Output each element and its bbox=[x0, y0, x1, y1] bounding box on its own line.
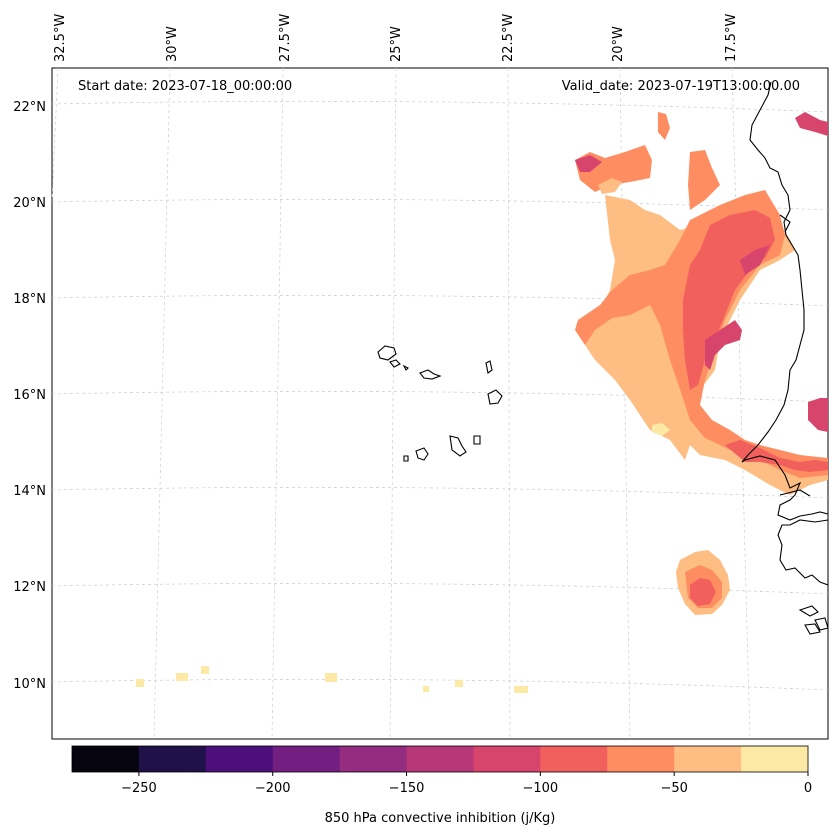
banc-arguin bbox=[779, 214, 791, 233]
parallel-22n bbox=[51, 100, 829, 113]
colorbar-swatch bbox=[272, 746, 341, 772]
meridian-17-5w bbox=[731, 67, 751, 740]
lat-tick-label: 16°N bbox=[13, 388, 46, 403]
latitude-axis: 22°N 20°N 18°N 16°N 14°N 12°N 10°N bbox=[13, 100, 46, 692]
meridian-25w bbox=[389, 67, 397, 740]
cin-speck bbox=[455, 680, 463, 687]
parallel-16n bbox=[51, 390, 829, 403]
colorbar-tick-label: 0 bbox=[804, 781, 812, 796]
colorbar: −250 −200 −150 −100 −50 0 850 hPa convective … bbox=[71, 745, 812, 826]
bissagos-islands bbox=[798, 605, 829, 635]
island-fogo bbox=[415, 447, 429, 461]
colorbar-swatch bbox=[540, 746, 608, 772]
parallel-10n bbox=[51, 678, 829, 691]
parallel-20n bbox=[51, 198, 829, 211]
gridlines bbox=[51, 67, 829, 740]
meridian-30w bbox=[153, 67, 171, 740]
colorbar-tick-label: −150 bbox=[389, 781, 425, 796]
lon-tick-label: 27.5°W bbox=[278, 14, 293, 62]
cin-region-red bbox=[740, 245, 770, 275]
cin-region-pale-yellow bbox=[652, 423, 670, 436]
coastlines bbox=[377, 81, 829, 635]
cin-region-coral bbox=[690, 578, 716, 606]
lat-tick-label: 10°N bbox=[13, 677, 46, 692]
colorbar-label: 850 hPa convective inhibition (j/Kg) bbox=[325, 811, 556, 826]
lon-tick-label: 25°W bbox=[389, 26, 404, 62]
valid-date-annotation: Valid_date: 2023-07-19T13:00:00.00 bbox=[562, 79, 800, 94]
cin-contours bbox=[136, 112, 828, 693]
meridian-32-5w bbox=[51, 67, 59, 201]
cin-speck bbox=[176, 673, 188, 681]
colorbar-swatch bbox=[72, 746, 140, 772]
island-boa-vista bbox=[487, 389, 503, 405]
cin-region-red bbox=[575, 155, 602, 172]
lat-tick-label: 14°N bbox=[13, 484, 46, 499]
cin-speck bbox=[423, 686, 429, 692]
african-coastline bbox=[741, 81, 829, 521]
island-sao-nicolau bbox=[419, 369, 442, 380]
african-coastline-south bbox=[777, 519, 829, 586]
cin-region-orange bbox=[688, 150, 720, 210]
colorbar-tick-label: −250 bbox=[121, 781, 157, 796]
colorbar-swatch bbox=[473, 746, 541, 772]
colorbar-swatches bbox=[72, 746, 809, 772]
meridian-22-5w bbox=[507, 67, 511, 740]
parallel-12n bbox=[51, 582, 829, 595]
colorbar-ticks: −250 −200 −150 −100 −50 0 bbox=[121, 772, 812, 796]
cin-speck bbox=[325, 673, 337, 682]
island-sao-vicente bbox=[389, 359, 401, 368]
cin-region-red bbox=[705, 320, 742, 370]
cin-speck bbox=[201, 666, 209, 674]
lat-tick-label: 22°N bbox=[13, 100, 46, 115]
colorbar-swatch bbox=[674, 746, 742, 772]
meridian-20w bbox=[619, 67, 631, 740]
colorbar-swatch bbox=[205, 746, 274, 772]
cin-speck bbox=[514, 686, 528, 693]
meridian-27-5w bbox=[271, 67, 284, 740]
parallel-18n bbox=[51, 294, 829, 307]
island-santa-luzia bbox=[402, 364, 409, 371]
parallel-14n bbox=[51, 486, 829, 499]
colorbar-swatch bbox=[741, 746, 809, 772]
cin-speck bbox=[136, 679, 144, 687]
cin-region-orange bbox=[575, 145, 652, 192]
lon-tick-label: 20°W bbox=[611, 26, 626, 62]
cin-region-red bbox=[795, 112, 828, 136]
cin-region-red bbox=[808, 398, 828, 432]
colorbar-swatch bbox=[607, 746, 675, 772]
colorbar-swatch bbox=[339, 746, 408, 772]
island-sal bbox=[485, 360, 493, 374]
start-date-annotation: Start date: 2023-07-18_00:00:00 bbox=[78, 79, 292, 94]
lon-tick-label: 22.5°W bbox=[501, 14, 516, 62]
cin-region-light-orange bbox=[598, 178, 622, 194]
colorbar-frame bbox=[71, 745, 809, 773]
cin-region-coral bbox=[725, 440, 828, 472]
island-maio bbox=[473, 435, 481, 445]
lat-tick-label: 12°N bbox=[13, 580, 46, 595]
island-brava bbox=[403, 455, 409, 462]
colorbar-tick-label: −100 bbox=[523, 781, 559, 796]
longitude-axis: 32.5°W 30°W 27.5°W 25°W 22.5°W 20°W 17.5… bbox=[53, 14, 739, 62]
lat-tick-label: 18°N bbox=[13, 292, 46, 307]
gambia-estuary bbox=[779, 489, 811, 497]
island-santo-antao bbox=[377, 345, 397, 361]
island-santiago bbox=[449, 435, 467, 457]
lat-tick-label: 20°N bbox=[13, 196, 46, 211]
colorbar-tick-label: −50 bbox=[660, 781, 687, 796]
colorbar-tick-label: −200 bbox=[255, 781, 291, 796]
lon-tick-label: 17.5°W bbox=[724, 14, 739, 62]
cin-region-orange bbox=[658, 112, 670, 140]
map-panel bbox=[51, 67, 829, 740]
colorbar-swatch bbox=[138, 746, 207, 772]
lon-tick-label: 32.5°W bbox=[53, 14, 68, 62]
colorbar-swatch bbox=[406, 746, 474, 772]
lon-tick-label: 30°W bbox=[165, 26, 180, 62]
